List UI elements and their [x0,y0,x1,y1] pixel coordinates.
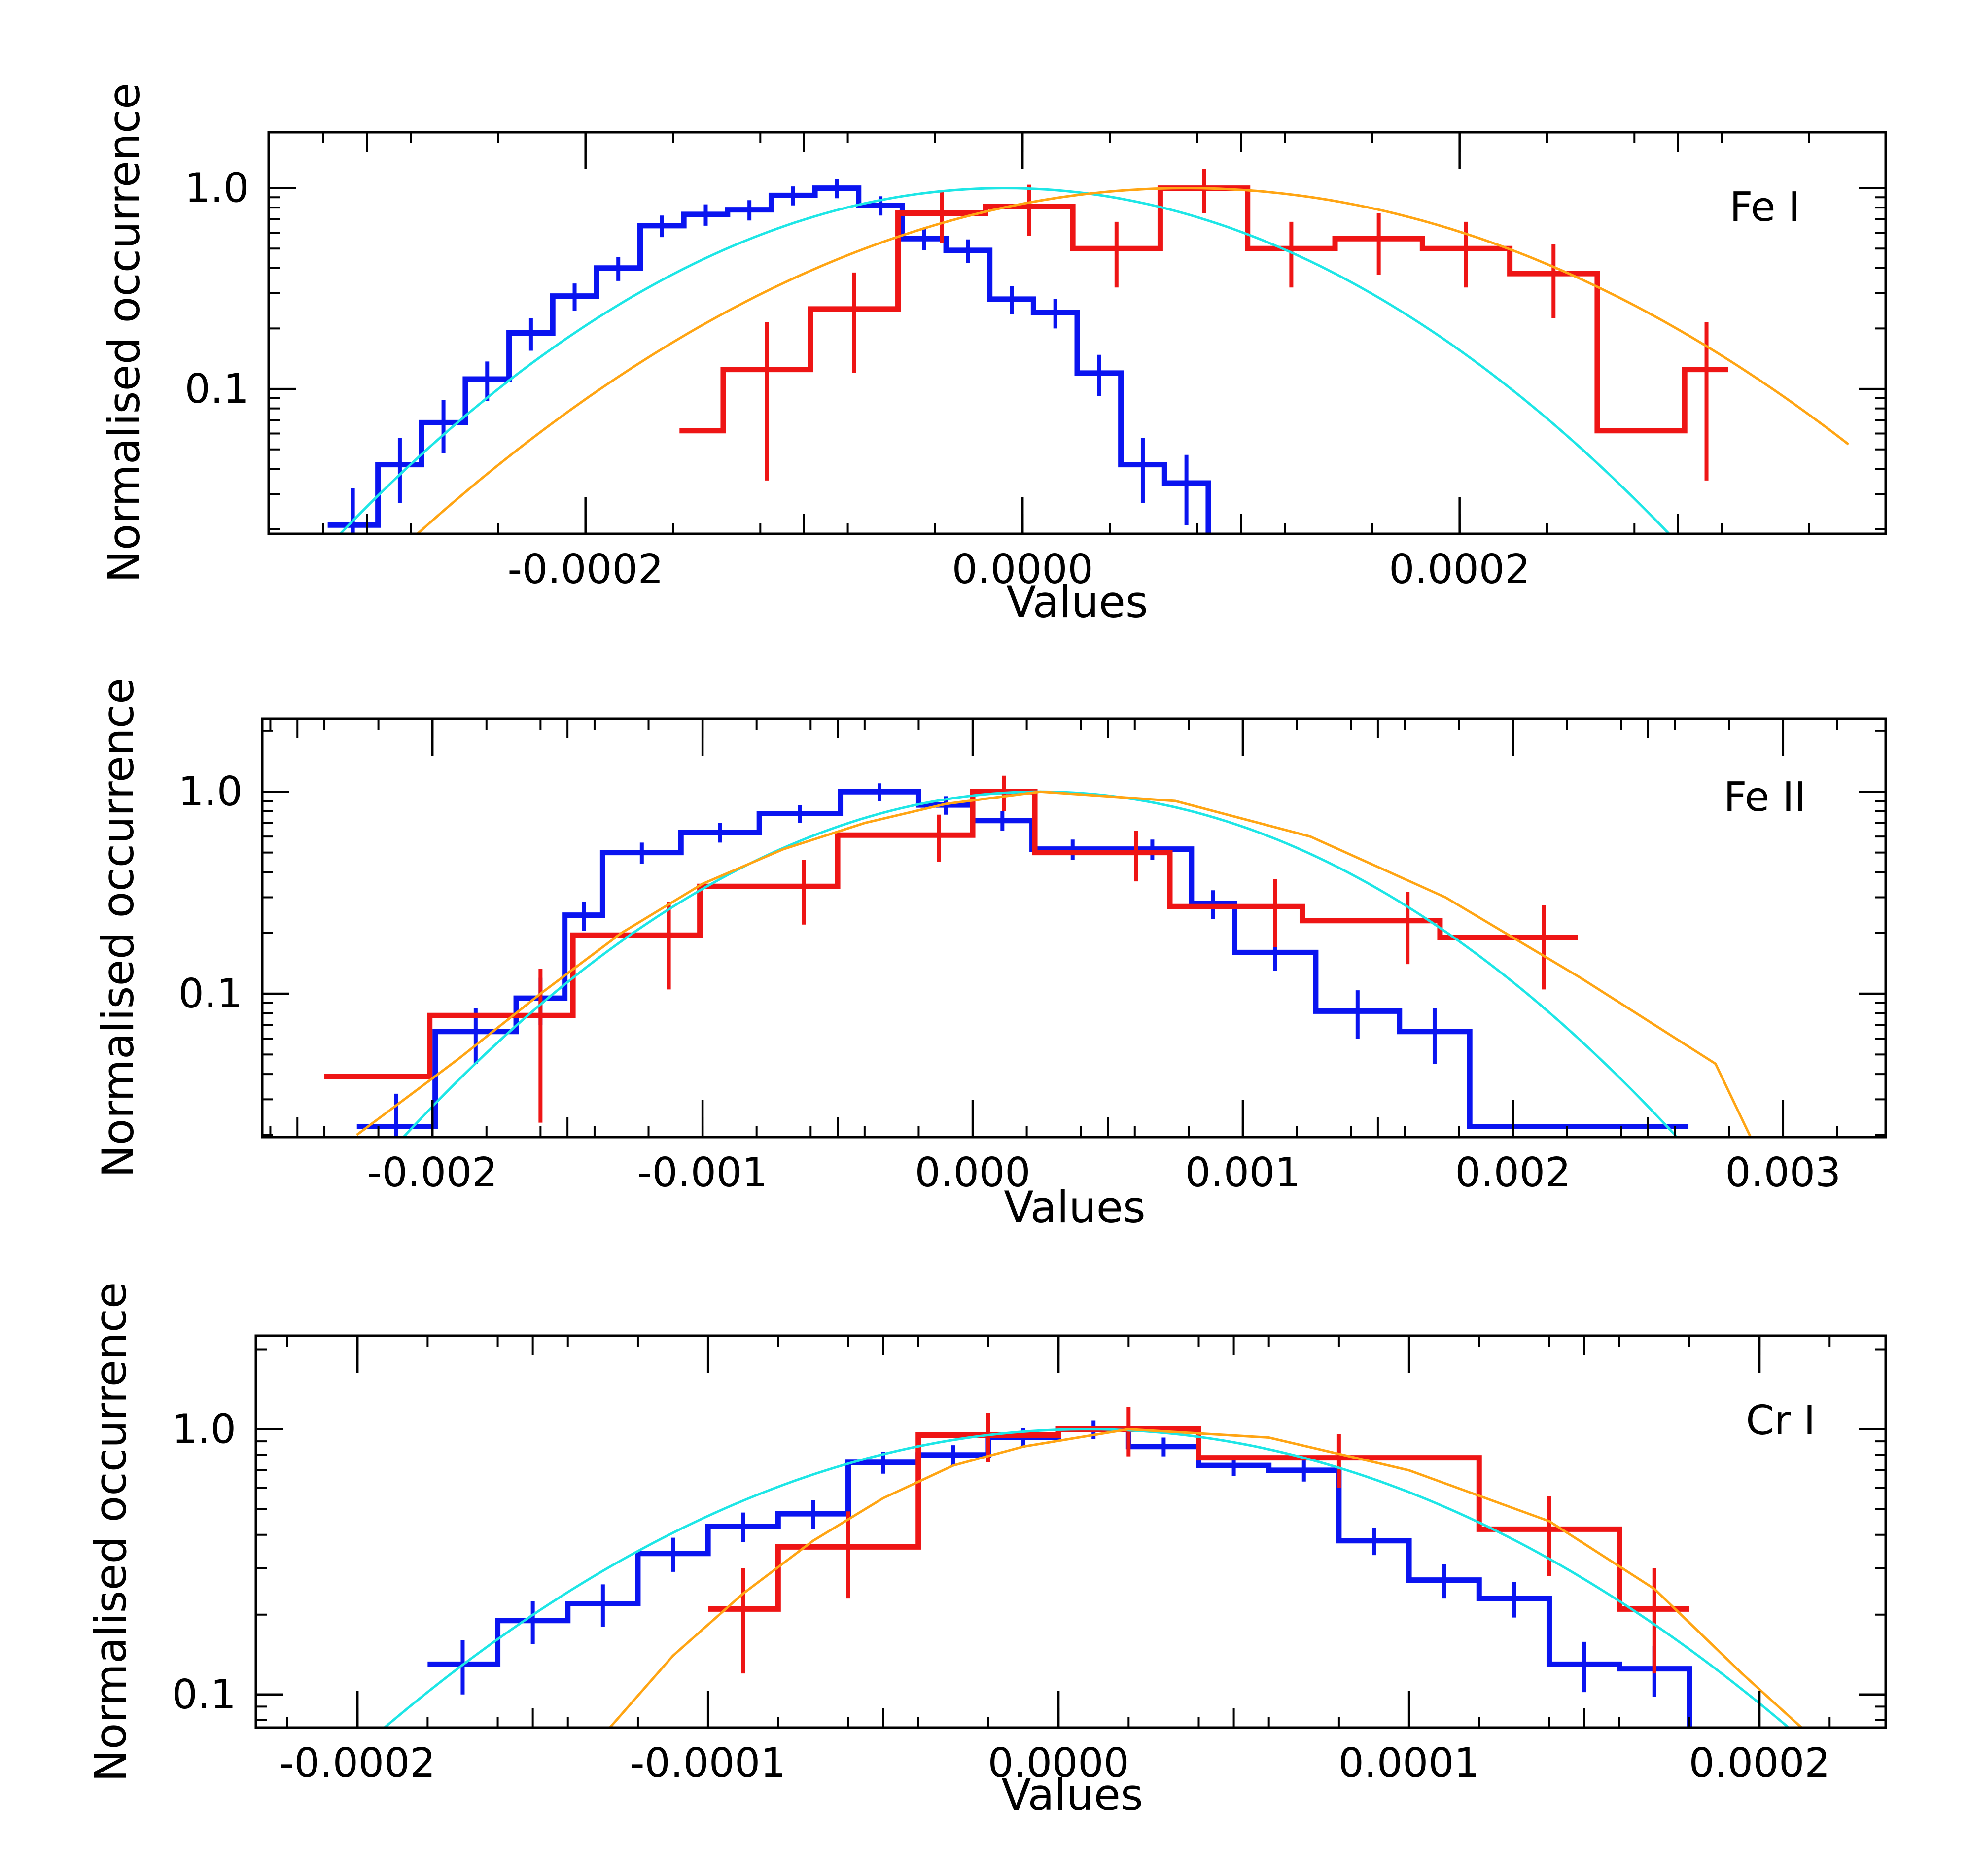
fe-i-x-tick-label: -0.0002 [507,546,664,593]
fe-i-y-tick-label: 0.1 [185,366,249,413]
cr-i-plot-area [383,1407,1803,1728]
fe-ii-y-tick-label: 0.1 [178,971,243,1017]
panel-fe-ii: -0.002 -0.001 0.000 0.001 0.002 0.003 0.1 1.0 Fe… [93,678,1887,1233]
fe-i-y-axis-label: Normalised occurrence [99,83,149,583]
fe-ii-x-tick-label: 0.000 [915,1149,1031,1196]
cr-i-x-tick-label: -0.0001 [630,1740,786,1787]
fe-i-x-tick-label: 0.0002 [1389,546,1530,593]
fe-ii-cyan-gaussian [402,790,1679,1137]
fe-ii-x-tick-label: -0.002 [367,1149,497,1196]
fe-ii-y-tick-label: 1.0 [178,768,243,815]
fe-ii-panel-label: Fe II [1723,774,1806,821]
fe-ii-x-tick-label: 0.001 [1185,1149,1301,1196]
cr-i-x-tick-label: 0.0000 [988,1740,1129,1787]
fe-ii-y-axis-label: Normalised occurrence [93,678,143,1178]
fe-i-red-histogram-steps [679,185,1728,434]
cr-i-cyan-gaussian [383,1428,1791,1728]
fe-ii-x-axis-label: Values [1004,1182,1146,1233]
cr-i-y-tick-label: 1.0 [172,1406,236,1453]
panel-cr-i: -0.0002 -0.0001 0.0000 0.0001 0.0002 0.1 1.0 Cr… [85,1282,1887,1820]
fe-ii-blue-histogram-steps [356,789,1689,1130]
fe-i-y-tick-label: 1.0 [185,165,249,212]
fe-i-cyan-gaussian [338,187,1671,534]
fe-ii-x-tick-label: 0.002 [1455,1149,1571,1196]
fe-i-axes-frame [267,131,1887,535]
cr-i-y-tick-label: 0.1 [172,1671,236,1718]
fe-ii-x-tick-label: 0.003 [1725,1149,1841,1196]
cr-i-panel-label: Cr I [1746,1397,1815,1444]
cr-i-orange-gaussian [609,1428,1803,1728]
fe-ii-x-tick-label: -0.001 [637,1149,768,1196]
fe-i-panel-label: Fe I [1729,184,1800,231]
cr-i-x-tick-label: 0.0002 [1689,1740,1830,1787]
fe-ii-plot-area [324,775,1752,1137]
panel-fe-i: -0.0002 0.0000 0.0002 0.1 1.0 Fe I Values Norma… [99,83,1887,627]
cr-i-x-tick-label: 0.0001 [1338,1740,1480,1787]
cr-i-x-axis-label: Values [1001,1770,1143,1820]
cr-i-y-axis-label: Normalised occurrence [85,1282,136,1782]
fe-i-orange-gaussian [416,187,1850,534]
fe-i-plot-area [327,169,1850,534]
fe-ii-orange-gaussian [356,790,1752,1137]
cr-i-axes-frame [254,1334,1887,1729]
cr-i-blue-histogram-steps [427,1426,1692,1728]
fe-i-x-axis-label: Values [1006,577,1148,627]
cr-i-x-tick-label: -0.0002 [280,1740,436,1787]
fe-ii-axes-frame [261,717,1887,1139]
fe-ii-red-histogram-steps [324,789,1578,1079]
fe-i-x-tick-label: 0.0000 [952,546,1093,593]
fe-i-blue-histogram-steps [327,185,1211,534]
